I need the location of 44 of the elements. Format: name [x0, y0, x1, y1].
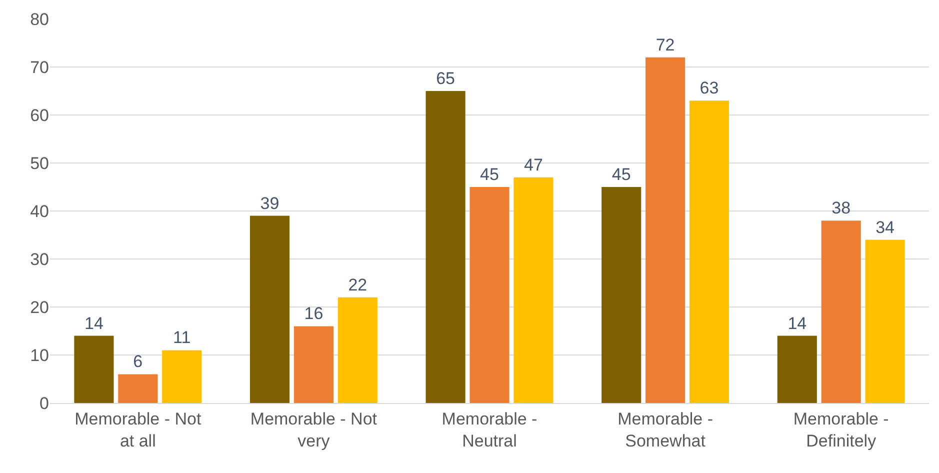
x-tick-label: Memorable - Definitely [793, 409, 889, 450]
bar [426, 91, 466, 403]
y-tick-label: 40 [30, 202, 49, 221]
bar [470, 187, 510, 403]
bar [250, 216, 290, 403]
data-label: 16 [304, 304, 324, 324]
y-tick-label: 10 [30, 346, 49, 365]
bar [74, 336, 114, 403]
y-tick-label: 30 [30, 250, 49, 269]
bar [821, 220, 861, 403]
bar [514, 177, 554, 403]
x-tick-label: Memorable - Not at all [74, 409, 202, 450]
data-label: 39 [260, 194, 280, 213]
data-label: 45 [480, 165, 499, 184]
bar [602, 187, 642, 403]
bar [865, 240, 905, 403]
y-tick-label: 0 [40, 394, 49, 413]
bar [118, 374, 158, 403]
x-tick-label: Memorable - Not very [250, 409, 378, 450]
data-label: 47 [524, 155, 543, 174]
data-label: 72 [656, 35, 675, 54]
bar [646, 57, 686, 403]
data-label: 14 [84, 314, 104, 333]
bar [338, 297, 378, 403]
data-label: 63 [700, 78, 719, 98]
x-tick-label: Memorable - Neutral [442, 409, 538, 450]
data-label: 11 [173, 328, 191, 348]
data-label: 38 [832, 198, 851, 218]
bar [777, 336, 817, 403]
bar [689, 100, 730, 403]
bar [162, 350, 202, 403]
y-tick-label: 70 [30, 58, 49, 77]
x-tick-label: Memorable - Somewhat [618, 409, 714, 450]
data-label: 14 [788, 314, 807, 333]
data-label: 34 [876, 218, 895, 237]
data-label: 65 [436, 69, 456, 88]
data-label: 6 [133, 352, 143, 372]
y-tick-label: 20 [30, 298, 49, 317]
y-tick-label: 50 [30, 154, 49, 173]
data-label: 45 [612, 165, 631, 184]
data-label: 22 [348, 275, 368, 294]
y-tick-label: 80 [30, 10, 49, 29]
y-tick-label: 60 [30, 106, 49, 125]
bar [294, 326, 334, 403]
